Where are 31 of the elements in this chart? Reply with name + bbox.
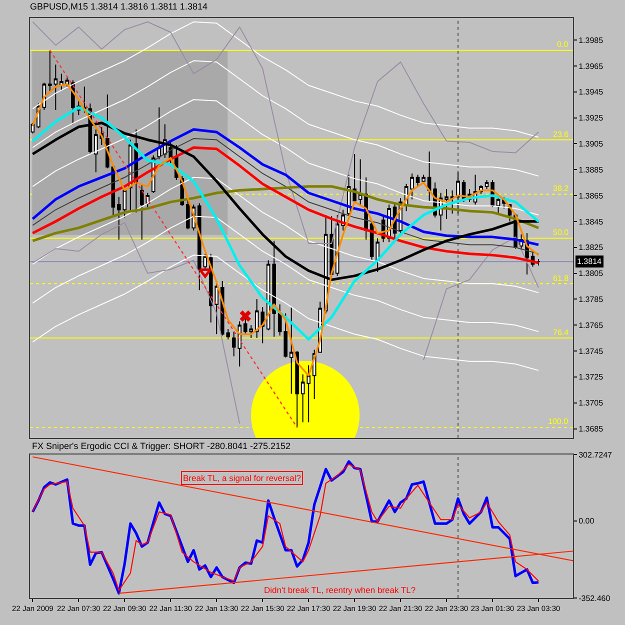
y-tick-label: 1.3985 <box>578 36 604 45</box>
y-tick-label: 1.3965 <box>578 62 604 71</box>
y-tick-label: 1.3765 <box>578 320 604 330</box>
y-tick-label: 1.3685 <box>578 424 604 434</box>
y-tick-label: 1.3705 <box>578 398 604 408</box>
chart-title: GBPUSD,M15 1.3814 1.3816 1.3811 1.3814 <box>30 1 208 12</box>
chart-title: FX Sniper's Ergodic CCI & Trigger: SHORT -280.8041 -275.2152 <box>32 441 291 451</box>
annotation: Didn't break TL, reentry when break TL? <box>264 585 416 595</box>
y-tick-label: 1.3745 <box>578 346 604 356</box>
y-tick-label: 1.3845 <box>578 217 604 226</box>
annotation: Break TL, a signal for reversal? <box>183 473 302 483</box>
annotation: 76.4 <box>553 328 570 337</box>
y-tick-label: 1.3905 <box>578 139 604 148</box>
annotation: 61.8 <box>553 274 570 283</box>
annotation: 100.0 <box>548 417 569 426</box>
annotation: 23.6 <box>553 130 570 139</box>
y-tick-label: 1.3785 <box>578 294 604 304</box>
y-tick-label: -352.460 <box>578 594 611 603</box>
annotation: 50.0 <box>553 228 570 237</box>
y-tick-label: 1.3865 <box>578 191 604 200</box>
y-tick-label: 0.00 <box>578 516 595 526</box>
y-tick-label: 302.7247 <box>578 450 613 460</box>
y-tick-label: 1.3825 <box>578 243 604 252</box>
y-tick-label: 1.3725 <box>578 372 604 382</box>
y-tick-label: 1.3805 <box>578 269 604 278</box>
ref-line-label: 1.3814 <box>577 257 602 266</box>
y-tick-label: 1.3885 <box>578 165 604 174</box>
y-tick-label: 1.3925 <box>578 114 604 123</box>
annotation: 0.0 <box>557 40 569 49</box>
annotation: 38.2 <box>553 184 570 193</box>
y-tick-label: 1.3945 <box>578 88 604 97</box>
